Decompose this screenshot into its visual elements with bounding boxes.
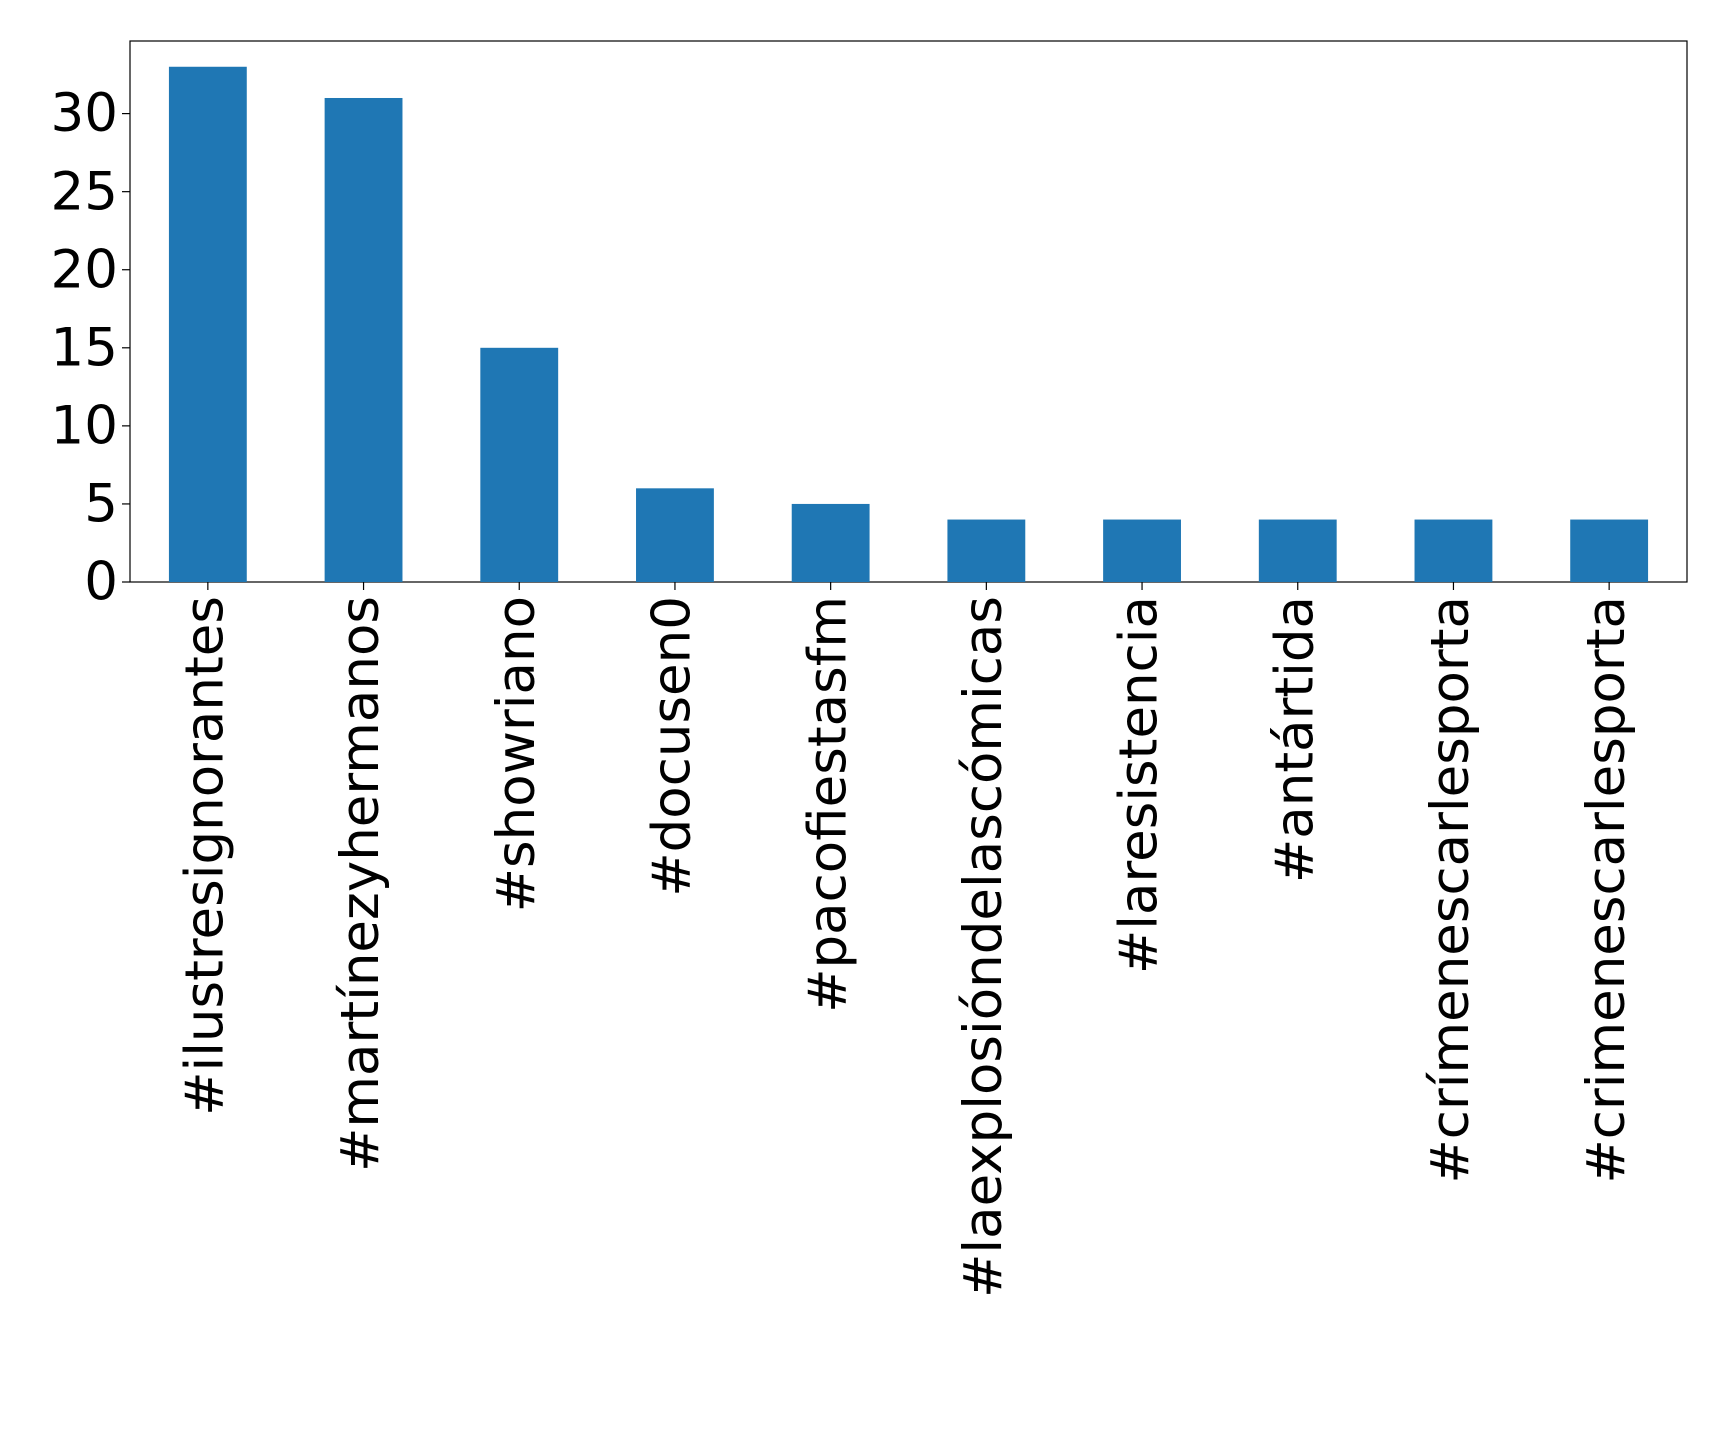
x-tick-label: #ilustresignorantes — [174, 596, 235, 1116]
bar — [324, 97, 403, 582]
bar — [636, 488, 714, 582]
x-tick-label: #docusen0 — [642, 596, 703, 897]
x-tick-label: #crimenescarlesporta — [1576, 596, 1637, 1184]
y-tick-label: 30 — [51, 83, 118, 144]
x-tick-label: #laexplosióndelascómicas — [953, 596, 1014, 1298]
x-tick-label: #laresistencia — [1109, 596, 1170, 974]
y-tick-label: 5 — [84, 474, 118, 535]
x-tick-label: #pacofiestasfm — [797, 596, 858, 1013]
y-tick-label: 25 — [51, 161, 118, 222]
x-tick-label: #martínezyhermanos — [330, 596, 391, 1172]
y-tick-label: 0 — [84, 552, 118, 613]
y-tick-label: 10 — [51, 396, 118, 457]
bar — [1414, 519, 1493, 582]
y-tick-label: 20 — [51, 239, 118, 300]
y-tick-label: 15 — [51, 317, 118, 378]
bar — [791, 503, 870, 582]
bar — [947, 519, 1026, 582]
bar — [1258, 519, 1337, 582]
bar — [480, 347, 559, 582]
bar — [168, 66, 247, 582]
plot-frame — [129, 40, 1688, 583]
bar — [1103, 519, 1181, 582]
bar — [1570, 519, 1649, 582]
x-tick-label: #antártida — [1264, 596, 1325, 883]
x-tick-label: #showriano — [486, 596, 547, 912]
x-tick-label: #crímenescarlesporta — [1420, 596, 1481, 1184]
